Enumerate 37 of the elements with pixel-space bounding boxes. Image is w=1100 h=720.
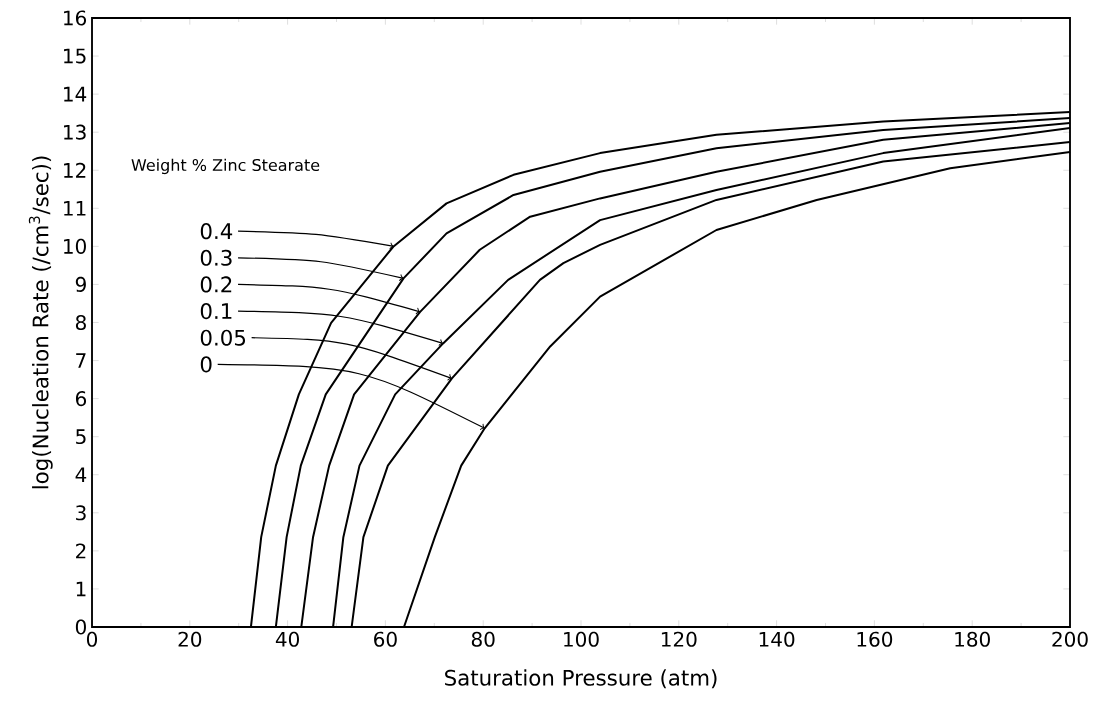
- y-tick-label: 1: [76, 581, 86, 597]
- x-tick-label: 180: [955, 631, 990, 647]
- text: 0.1: [200, 303, 232, 320]
- y-tick-label: 10: [64, 238, 86, 254]
- y-tick-label: 14: [64, 86, 87, 102]
- x-tick-label: 0: [86, 631, 98, 647]
- y-tick-label: 12: [64, 162, 86, 178]
- y-tick-label: 13: [64, 124, 86, 140]
- x-axis-title: Saturation Pressure (atm): [445, 669, 717, 689]
- legend-title: Weight % Zinc Stearate: [131, 158, 320, 175]
- x-tick-label: 20: [178, 631, 202, 647]
- x-tick-label: 120: [661, 631, 697, 647]
- text: 0: [200, 356, 212, 373]
- x-tick-label: 100: [564, 631, 599, 647]
- y-tick-label: 2: [76, 543, 86, 559]
- text: 0.3: [200, 249, 232, 266]
- y-axis-title: log(Nucleation Rate (/cm$^{3}$/sec)): [28, 156, 53, 489]
- y-tick-label: 4: [75, 467, 87, 483]
- x-tick-label: 60: [374, 631, 397, 647]
- x-tick-label: 160: [857, 631, 893, 647]
- x-tick-label: 200: [1052, 631, 1088, 647]
- y-tick-label: 16: [64, 10, 87, 26]
- y-tick-label: 3: [76, 505, 86, 521]
- x-tick-label: 80: [471, 631, 495, 647]
- y-tick-label: 5: [76, 429, 86, 445]
- x-tick-label: 40: [275, 631, 299, 647]
- y-tick-label: 6: [75, 391, 87, 407]
- y-tick-label: 9: [75, 276, 86, 292]
- y-tick-label: 8: [75, 314, 86, 331]
- y-tick-label: 0: [75, 619, 86, 635]
- y-tick-label: 7: [76, 353, 86, 368]
- y-tick-label: 15: [64, 48, 86, 64]
- x-tick-label: 140: [759, 631, 795, 647]
- y-tick-label: 11: [64, 201, 86, 216]
- text: 0.4: [200, 223, 233, 240]
- text: 0.05: [200, 329, 246, 346]
- text: 0.2: [200, 276, 232, 293]
